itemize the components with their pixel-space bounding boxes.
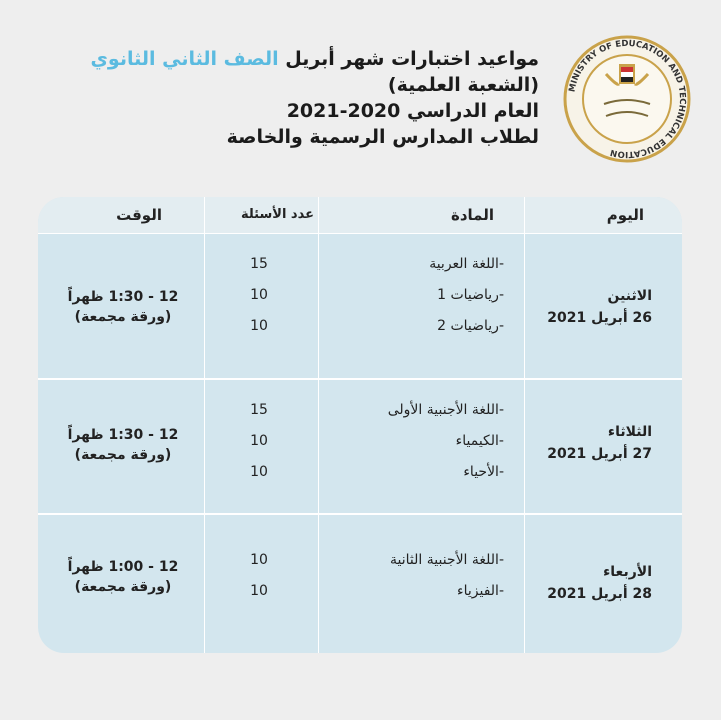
header-time: الوقت [116, 206, 162, 224]
table-row-time: 12 - 1:30 ظهراً (ورقة مجمعة) [67, 289, 179, 325]
grade-highlight: الصف الثاني الثانوي [90, 48, 279, 70]
header-day: اليوم [606, 206, 644, 224]
divider [318, 197, 319, 653]
table-row-counts: 10 10 [250, 552, 268, 599]
table-row-counts: 15 10 10 [250, 256, 268, 334]
table-row-day: الأربعاء 28 أبريل 2021 [547, 564, 652, 602]
divider [204, 197, 205, 653]
title-line-3: العام الدراسي 2020-2021 [286, 100, 539, 122]
table-row-subjects: -اللغة الأجنبية الثانية -الفيزياء [390, 552, 504, 599]
ministry-logo: MINISTRY OF EDUCATION AND TECHNICAL EDUC… [563, 35, 691, 163]
table-row-subjects: -اللغة العربية -رياضيات 1 -رياضيات 2 [429, 256, 504, 334]
header-subject: المادة [450, 206, 494, 224]
header-question-count: عدد الأسئلة [240, 207, 314, 222]
title-line-4: لطلاب المدارس الرسمية والخاصة [226, 126, 539, 148]
page-title: مواعيد اختبارات شهر أبريل الصف الثاني ال… [91, 46, 540, 150]
divider [38, 378, 682, 380]
divider [524, 197, 525, 653]
exam-schedule-table: اليوم المادة عدد الأسئلة الوقت الاثنين 26… [38, 197, 682, 653]
title-line-2: (الشعبة العلمية) [387, 74, 539, 96]
divider [38, 513, 682, 515]
title-line-1: مواعيد اختبارات شهر أبريل [285, 48, 539, 70]
table-row-day: الثلاثاء 27 أبريل 2021 [547, 424, 652, 462]
table-row-day: الاثنين 26 أبريل 2021 [547, 288, 652, 326]
divider [38, 233, 682, 234]
table-header [38, 197, 682, 233]
table-row-subjects: -اللغة الأجنبية الأولى -الكيمياء -الأحياء [387, 402, 504, 480]
table-row-counts: 15 10 10 [250, 402, 268, 480]
table-row-time: 12 - 1:00 ظهراً (ورقة مجمعة) [67, 559, 179, 595]
table-row-time: 12 - 1:30 ظهراً (ورقة مجمعة) [67, 427, 179, 463]
